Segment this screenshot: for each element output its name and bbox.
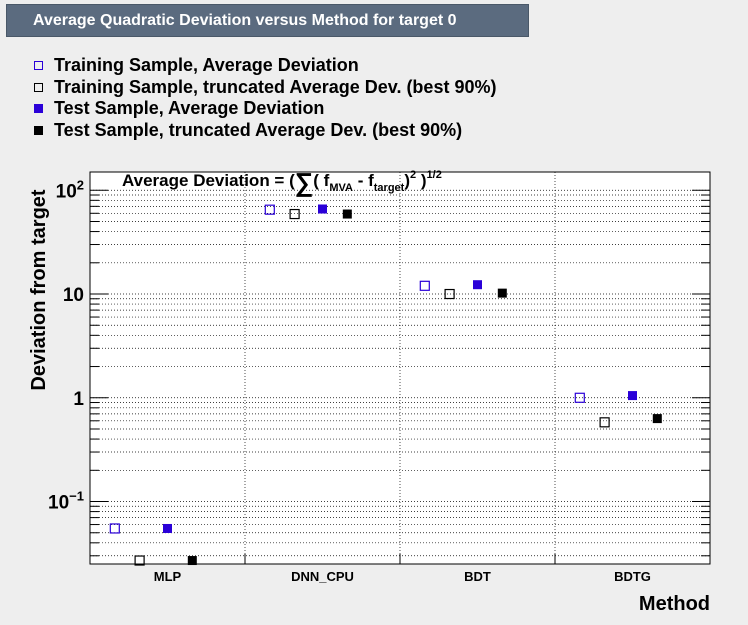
legend-label: Training Sample, Average Deviation — [54, 55, 359, 75]
legend-item-test-avg: Test Sample, Average Deviation — [30, 98, 496, 120]
formula-sup-2: 2 — [410, 169, 416, 181]
x-tick-label: BDTG — [614, 569, 651, 584]
data-point-filled — [473, 280, 482, 290]
y-tick-label: 1 — [73, 389, 84, 410]
data-points — [109, 204, 662, 566]
data-point-open — [134, 555, 145, 566]
data-point-filled — [628, 391, 637, 401]
y-tick-exponent: 2 — [77, 177, 84, 192]
y-tick-exponent: −1 — [69, 489, 84, 504]
formula-close-2: ) — [416, 171, 426, 190]
formula-sub-target: target — [374, 182, 405, 194]
data-point-open — [109, 523, 120, 534]
data-point-filled — [652, 414, 662, 424]
y-tick-base: 10 — [56, 181, 77, 202]
formula-prefix: Average Deviation = ( — [122, 171, 295, 190]
legend-item-training-avg: Training Sample, Average Deviation — [30, 55, 496, 77]
formula: Average Deviation = (∑( fMVA - ftarget)2… — [122, 167, 442, 197]
formula-minus: - f — [353, 171, 374, 190]
y-tick-label: 102 — [56, 177, 84, 202]
formula-open: ( f — [313, 171, 329, 190]
legend-marker-filled-square — [34, 104, 43, 113]
chart-title: Average Quadratic Deviation versus Metho… — [6, 4, 529, 37]
data-point-filled — [342, 209, 352, 219]
data-point-open — [264, 204, 275, 215]
y-axis-label: Deviation from target — [28, 189, 50, 390]
formula-sup-half: 1/2 — [427, 169, 442, 181]
y-tick-label: 10−1 — [48, 489, 84, 514]
data-point-filled — [318, 204, 327, 214]
y-tick-base: 10 — [48, 493, 69, 514]
legend-label: Test Sample, truncated Average Dev. (bes… — [54, 119, 463, 140]
formula-close: ) — [404, 171, 410, 190]
data-point-open — [289, 208, 300, 220]
x-tick-label: DNN_CPU — [291, 569, 354, 584]
data-point-open — [599, 417, 610, 428]
grid-lines — [90, 172, 710, 564]
legend-marker-filled-square — [34, 125, 43, 135]
formula-sum: ∑ — [295, 167, 314, 197]
legend: Training Sample, Average Deviation Train… — [30, 55, 496, 141]
legend-marker-open-square — [34, 61, 43, 70]
data-point-filled — [163, 523, 172, 533]
legend-label: Test Sample, Average Deviation — [54, 98, 325, 118]
data-point-filled — [497, 288, 507, 298]
data-point-open — [444, 288, 455, 300]
x-axis-label: Method — [639, 593, 710, 615]
legend-marker-open-square — [34, 82, 43, 92]
x-tick-label: BDT — [464, 569, 491, 584]
legend-item-training-trunc: Training Sample, truncated Average Dev. … — [30, 77, 496, 99]
x-tick-label: MLP — [154, 569, 182, 584]
data-point-open — [574, 392, 585, 403]
legend-label: Training Sample, truncated Average Dev. … — [54, 76, 497, 97]
data-point-open — [419, 280, 430, 291]
y-tick-label: 10 — [63, 285, 84, 306]
legend-item-test-trunc: Test Sample, truncated Average Dev. (bes… — [30, 120, 496, 142]
formula-sub-mva: MVA — [329, 182, 353, 194]
data-point-filled — [187, 556, 197, 566]
